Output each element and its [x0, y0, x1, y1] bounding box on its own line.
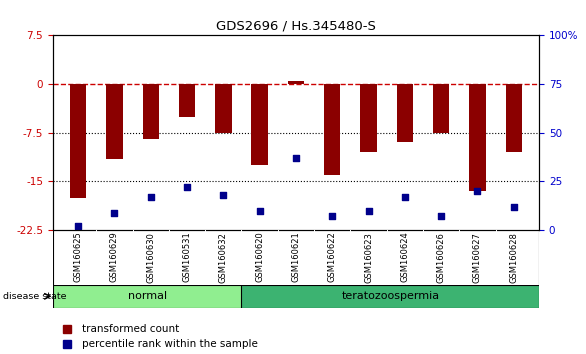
Text: GSM160620: GSM160620: [255, 232, 264, 282]
Text: GSM160625: GSM160625: [74, 232, 83, 282]
Point: [182, 184, 192, 190]
Bar: [506, 84, 522, 152]
Point: [255, 208, 264, 213]
Bar: [53, 285, 241, 308]
Bar: [215, 84, 231, 133]
Bar: [469, 84, 486, 191]
Text: GSM160632: GSM160632: [219, 232, 228, 282]
Text: GSM160629: GSM160629: [110, 232, 119, 282]
Text: GSM160623: GSM160623: [364, 232, 373, 282]
Point: [219, 192, 228, 198]
Bar: [433, 84, 449, 133]
Bar: [106, 84, 122, 159]
Text: GSM160626: GSM160626: [437, 232, 445, 282]
Text: GSM160531: GSM160531: [182, 232, 192, 282]
Text: normal: normal: [128, 291, 166, 302]
Point: [473, 188, 482, 194]
Point: [73, 223, 83, 229]
Bar: [397, 84, 413, 143]
Point: [437, 213, 446, 219]
Bar: [324, 84, 340, 175]
Point: [364, 208, 373, 213]
Bar: [142, 84, 159, 139]
Point: [328, 213, 337, 219]
Point: [146, 194, 155, 200]
Title: GDS2696 / Hs.345480-S: GDS2696 / Hs.345480-S: [216, 20, 376, 33]
Text: transformed count: transformed count: [82, 324, 179, 333]
Text: GSM160628: GSM160628: [509, 232, 518, 282]
Point: [509, 204, 519, 210]
Text: GSM160630: GSM160630: [146, 232, 155, 282]
Text: teratozoospermia: teratozoospermia: [341, 291, 440, 302]
Point: [291, 155, 301, 161]
Bar: [241, 285, 539, 308]
Text: GSM160622: GSM160622: [328, 232, 337, 282]
Bar: [288, 81, 304, 84]
Bar: [251, 84, 268, 165]
Text: GSM160627: GSM160627: [473, 232, 482, 282]
Text: GSM160624: GSM160624: [400, 232, 410, 282]
Text: disease state: disease state: [3, 292, 66, 301]
Text: percentile rank within the sample: percentile rank within the sample: [82, 339, 258, 349]
Bar: [179, 84, 195, 116]
Bar: [70, 84, 86, 198]
Point: [110, 210, 119, 215]
Text: GSM160621: GSM160621: [291, 232, 301, 282]
Point: [400, 194, 410, 200]
Bar: [360, 84, 377, 152]
